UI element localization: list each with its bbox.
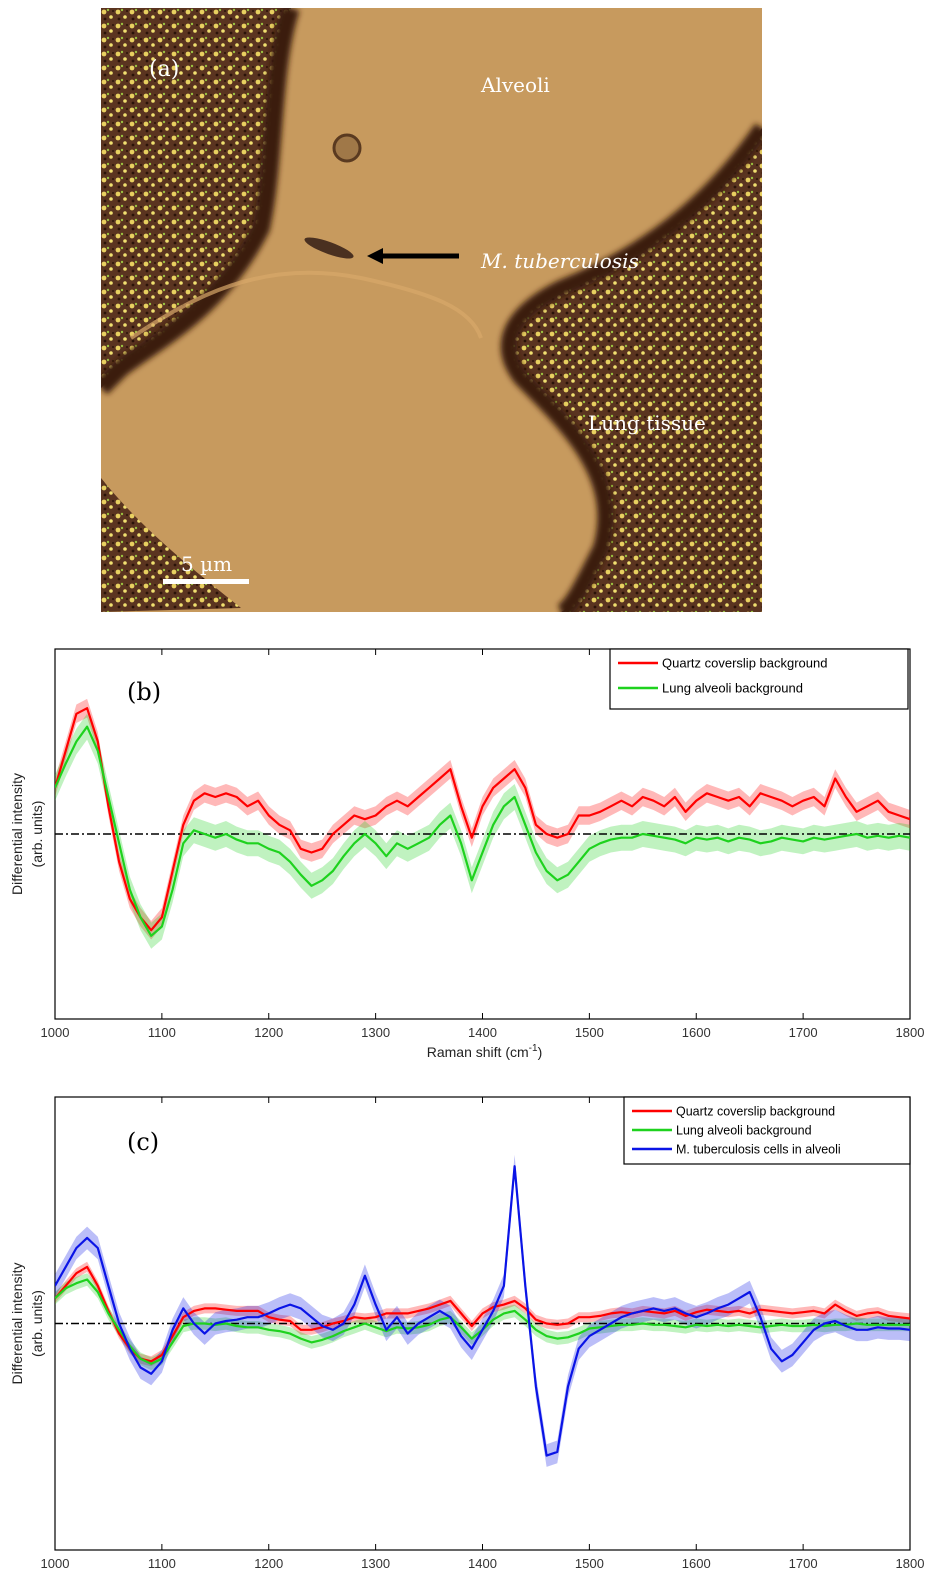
lung-tissue-left-edge <box>101 8 300 395</box>
lung-tissue-left <box>101 8 291 388</box>
x-tick-label: 1700 <box>789 1025 818 1040</box>
plot-area <box>55 698 910 949</box>
legend-label: Lung alveoli background <box>676 1124 812 1138</box>
x-tick-label: 1300 <box>361 1025 390 1040</box>
y-axis-label-line2: (arb. units) <box>29 1290 45 1357</box>
legend-label: Quartz coverslip background <box>676 1105 835 1119</box>
series-band-3 <box>55 1154 910 1467</box>
lung-tissue-lower-left <box>101 478 241 612</box>
x-tick-label: 1700 <box>789 1556 818 1571</box>
x-tick-label: 1800 <box>896 1556 925 1571</box>
chart-b: 1000 1100 1200 1300 1400 1500 1600 1700 1800 Rama… <box>9 648 925 1060</box>
legend: Quartz coverslip background Lung alveoli … <box>609 648 909 710</box>
y-axis-label-line1: Differential intensity <box>9 773 25 895</box>
x-tick-label: 1500 <box>575 1556 604 1571</box>
panel-label: (c) <box>127 1128 159 1156</box>
series-line-1 <box>55 1265 910 1363</box>
y-axis-label-line2: (arb. units) <box>29 801 45 868</box>
plot-area <box>55 1154 910 1467</box>
legend-label: Quartz coverslip background <box>662 656 827 671</box>
x-tick-label: 1200 <box>254 1025 283 1040</box>
x-tick-label: 1400 <box>468 1556 497 1571</box>
x-tick-label: 1300 <box>361 1556 390 1571</box>
legend-box <box>609 648 909 710</box>
x-tick-label: 1400 <box>468 1025 497 1040</box>
label-lung-tissue: Lung tissue <box>588 411 706 435</box>
micrograph: (a) Alveoli M. tuberculosis Lung tissue … <box>101 8 762 612</box>
x-tick-label: 1600 <box>682 1025 711 1040</box>
legend: Quartz coverslip background Lung alveoli … <box>623 1096 911 1165</box>
x-tick-label: 1000 <box>41 1556 70 1571</box>
series-line-3 <box>55 1165 910 1457</box>
series-line-1 <box>55 707 910 932</box>
legend-label: M. tuberculosis cells in alveoli <box>676 1143 841 1157</box>
alveoli-membrane <box>129 270 483 340</box>
vesicle <box>332 133 362 163</box>
series-line-2 <box>55 725 910 937</box>
scale-bar-label: 5 µm <box>181 552 232 576</box>
x-tick-label: 1100 <box>148 1025 176 1040</box>
lung-tissue-right <box>508 128 762 612</box>
x-tick-label: 1500 <box>575 1025 604 1040</box>
x-tick-label: 1800 <box>896 1025 925 1040</box>
panel-label-a: (a) <box>149 57 179 82</box>
legend-label: Lung alveoli background <box>662 681 803 696</box>
x-tick-label: 1000 <box>41 1025 70 1040</box>
scale-bar <box>163 579 249 584</box>
label-m-tuberculosis: M. tuberculosis <box>480 249 639 273</box>
chart-c: 100011001200130014001500160017001800Rama… <box>9 1096 925 1575</box>
x-tick-label: 1100 <box>148 1556 176 1571</box>
panel-label: (b) <box>127 678 161 706</box>
x-tick-label: 1600 <box>682 1556 711 1571</box>
bacterium-cell <box>304 237 354 259</box>
y-axis-label-line1: Differential intensity <box>9 1263 25 1385</box>
bacterium-arrow-head <box>367 248 383 264</box>
x-tick-label: 1200 <box>254 1556 283 1571</box>
series-band-2 <box>55 713 910 949</box>
lung-tissue-right-edge <box>500 123 762 612</box>
x-axis-label: Raman shift (cm-1) <box>427 1043 543 1060</box>
label-alveoli: Alveoli <box>480 73 550 97</box>
